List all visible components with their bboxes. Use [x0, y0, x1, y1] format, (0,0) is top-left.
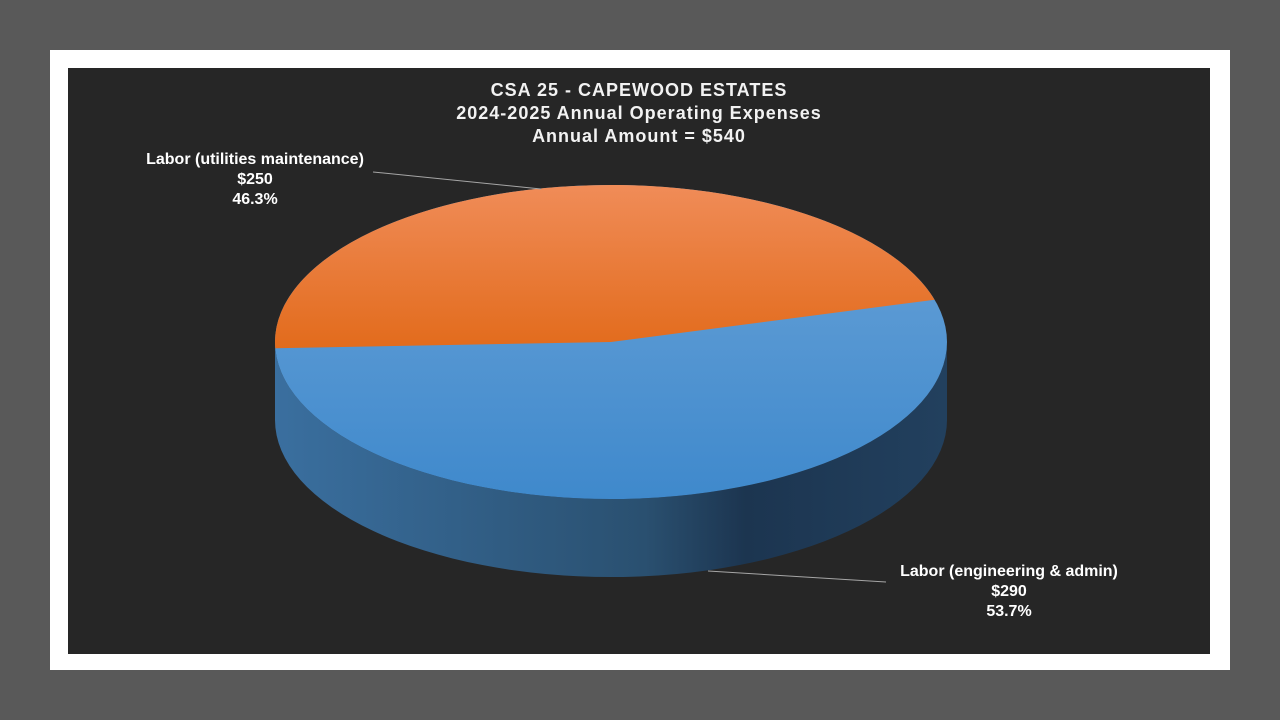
leader-line-orange	[372, 171, 542, 190]
chart-title-line-2: 2024-2025 Annual Operating Expenses	[456, 103, 821, 123]
slice-label-orange-name: Labor (utilities maintenance)	[146, 151, 364, 168]
pie-slice-orange	[275, 184, 935, 349]
slice-label-blue-value: $290	[991, 583, 1027, 600]
slice-label-orange-value: $250	[237, 171, 273, 188]
chart-area: CSA 25 - CAPEWOOD ESTATES 2024-2025 Annu…	[68, 68, 1210, 654]
chart-title-line-1: CSA 25 - CAPEWOOD ESTATES	[491, 80, 788, 100]
leader-line-blue	[707, 570, 887, 583]
slice-label-blue-name: Labor (engineering & admin)	[900, 563, 1118, 580]
chart-title-line-3: Annual Amount = $540	[532, 126, 746, 146]
slice-label-blue-percent: 53.7%	[986, 603, 1031, 620]
pie-chart: CSA 25 - CAPEWOOD ESTATES 2024-2025 Annu…	[146, 80, 1118, 620]
slice-label-orange-percent: 46.3%	[232, 191, 277, 208]
pie-side-wall	[275, 342, 947, 577]
